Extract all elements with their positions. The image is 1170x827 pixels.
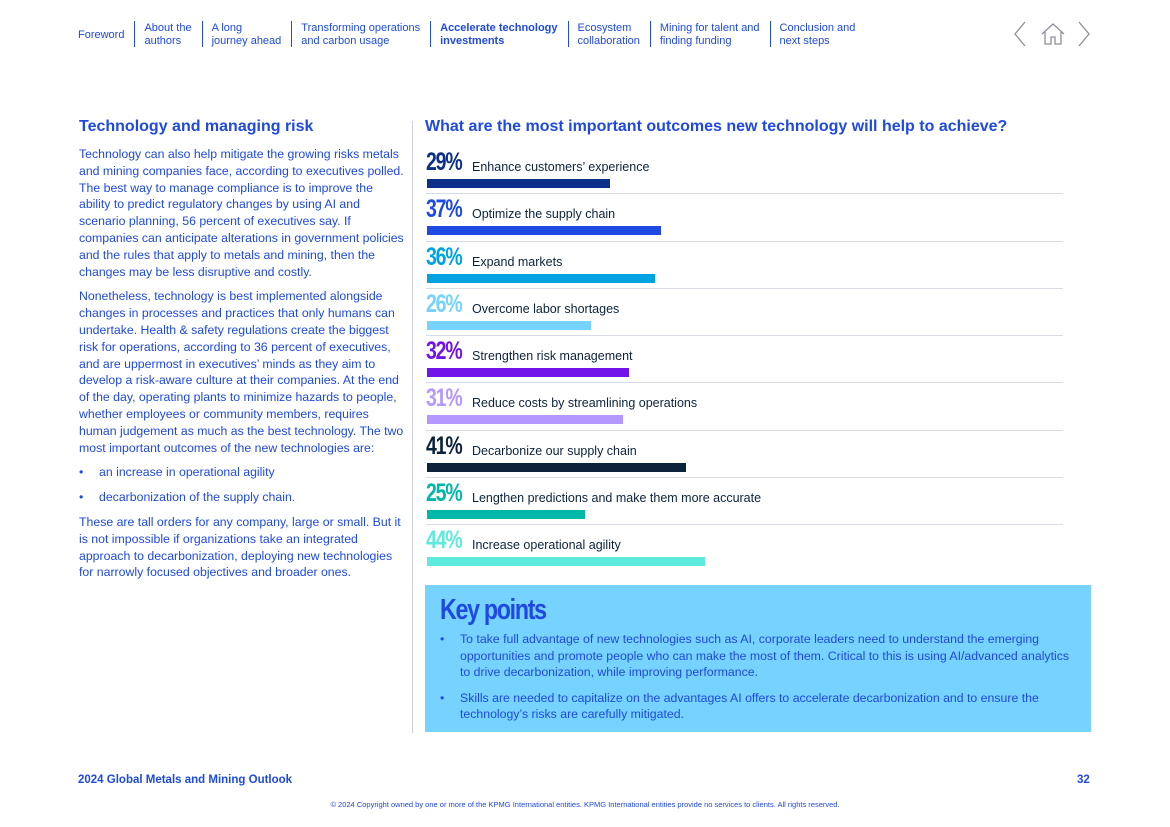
chart-value-label: 44%: [426, 526, 463, 555]
key-point-item: To take full advantage of new technologi…: [440, 631, 1075, 681]
list-item: decarbonization of the supply chain.: [79, 489, 404, 506]
nav-mining-for-talent[interactable]: Mining for talent and finding funding: [649, 21, 770, 47]
section-heading: Technology and managing risk: [79, 118, 314, 135]
nav-a-long-journey-ahead[interactable]: A long journey ahead: [201, 21, 292, 47]
chart-value-label: 26%: [426, 289, 463, 318]
home-icon[interactable]: [1040, 22, 1066, 46]
key-points-box: Key points To take full advantage of new…: [425, 585, 1091, 732]
chart-value-label: 31%: [426, 384, 463, 413]
chart-row: 36% Expand markets: [426, 242, 1063, 289]
chart-bar: [427, 557, 706, 567]
nav-foreword[interactable]: Foreword: [78, 21, 134, 47]
nav-conclusion-and-next-steps[interactable]: Conclusion and next steps: [769, 21, 866, 47]
bullet-list: an increase in operational agility decar…: [79, 464, 404, 506]
chart-value-label: 37%: [426, 195, 463, 224]
copyright-notice: © 2024 Copyright owned by one or more of…: [330, 800, 840, 809]
chart-value-label: 25%: [426, 479, 463, 508]
nav-label-line2: investments: [440, 35, 505, 47]
nav-label-line2: authors: [144, 35, 182, 47]
nav-accelerate-technology-investments[interactable]: Accelerate technology investments: [430, 21, 567, 47]
chart-category-label: Decarbonize our supply chain: [472, 443, 637, 458]
chart-bar: [427, 368, 630, 378]
chevron-left-icon[interactable]: [1013, 20, 1027, 48]
chart-category-label: Reduce costs by streamlining operations: [472, 396, 698, 411]
chart-category-label: Lengthen predictions and make them more …: [472, 491, 762, 506]
publication-title: 2024 Global Metals and Mining Outlook: [78, 774, 293, 786]
nav-ecosystem-collaboration[interactable]: Ecosystem collaboration: [567, 21, 650, 47]
chart-bar: [427, 226, 661, 236]
left-column: Technology and managing risk Technology …: [79, 117, 404, 589]
chart-value-label: 32%: [426, 337, 463, 366]
chart-bar: [427, 415, 623, 425]
chart-row: 25% Lengthen predictions and make them mo…: [426, 478, 1063, 526]
nav-label-line1: Mining for talent and: [659, 22, 760, 34]
nav-label-line1: Conclusion and: [779, 22, 856, 34]
chart-category-label: Optimize the supply chain: [472, 207, 616, 222]
nav-label-line1: About the: [144, 22, 192, 34]
nav-label-line2: journey ahead: [211, 35, 282, 47]
chart-row: 41% Decarbonize our supply chain: [426, 431, 1063, 479]
nav-label-line1: A long: [211, 22, 243, 34]
column-divider: [412, 121, 413, 733]
list-item: an increase in operational agility: [79, 464, 404, 481]
nav-about-the-authors[interactable]: About the authors: [134, 21, 201, 47]
nav-label-line1: Ecosystem: [577, 22, 632, 34]
key-point-item: Skills are needed to capitalize on the a…: [440, 690, 1075, 723]
chart-row: 31% Reduce costs by streamlining operatio…: [426, 383, 1063, 431]
chart-row: 37% Optimize the supply chain: [426, 194, 1063, 242]
chart-row: 29% Enhance customers’ experience: [426, 147, 1063, 195]
nav-transforming-operations[interactable]: Transforming operations and carbon usage: [291, 21, 430, 47]
chart-bar: [427, 179, 611, 188]
key-points-heading: Key points: [440, 594, 547, 626]
nav-label-line2: collaboration: [577, 35, 640, 47]
chart-category-label: Increase operational agility: [472, 538, 621, 553]
chart-bar: [427, 320, 592, 330]
page-navigation-tools: [1013, 20, 1093, 50]
nav-label-line2: next steps: [779, 35, 830, 47]
nav-label-line2: finding funding: [659, 35, 732, 47]
chart-row: 32% Strengthen risk management: [426, 336, 1063, 384]
chart-value-label: 36%: [426, 242, 463, 271]
chart-row: 44% Increase operational agility: [426, 525, 1063, 572]
chart-bar: [427, 273, 655, 283]
chart-row: 26% Overcome labor shortages: [426, 289, 1063, 337]
page-number: 32: [1077, 774, 1090, 786]
body-paragraph: Nonetheless, technology is best implemen…: [79, 289, 404, 455]
chart-category-label: Enhance customers’ experience: [472, 160, 650, 174]
body-paragraph: Technology can also help mitigate the gr…: [79, 147, 404, 279]
body-paragraph: These are tall orders for any company, l…: [79, 514, 401, 580]
chart-bar: [427, 510, 585, 520]
chart-value-label: 29%: [426, 148, 463, 176]
chart-value-label: 41%: [426, 431, 463, 460]
nav-label-line1: Transforming operations: [301, 22, 421, 34]
chart-category-label: Strengthen risk management: [472, 349, 633, 364]
nav-label-line1: Accelerate technology: [440, 22, 558, 34]
chart-category-label: Expand markets: [472, 254, 563, 269]
chart-title: What are the most important outcomes new…: [425, 118, 1008, 135]
chart-category-label: Overcome labor shortages: [472, 301, 620, 316]
chart-bar: [427, 462, 687, 472]
nav-label-line2: and carbon usage: [301, 35, 390, 47]
section-nav: Foreword About the authors A long journe…: [78, 21, 865, 49]
key-points-list: To take full advantage of new technologi…: [440, 631, 1075, 723]
outcomes-bar-chart: 29% Enhance customers’ experience 37% Optim…: [426, 147, 1063, 573]
chevron-right-icon[interactable]: [1077, 20, 1091, 48]
nav-foreword-label: Foreword: [78, 29, 125, 41]
